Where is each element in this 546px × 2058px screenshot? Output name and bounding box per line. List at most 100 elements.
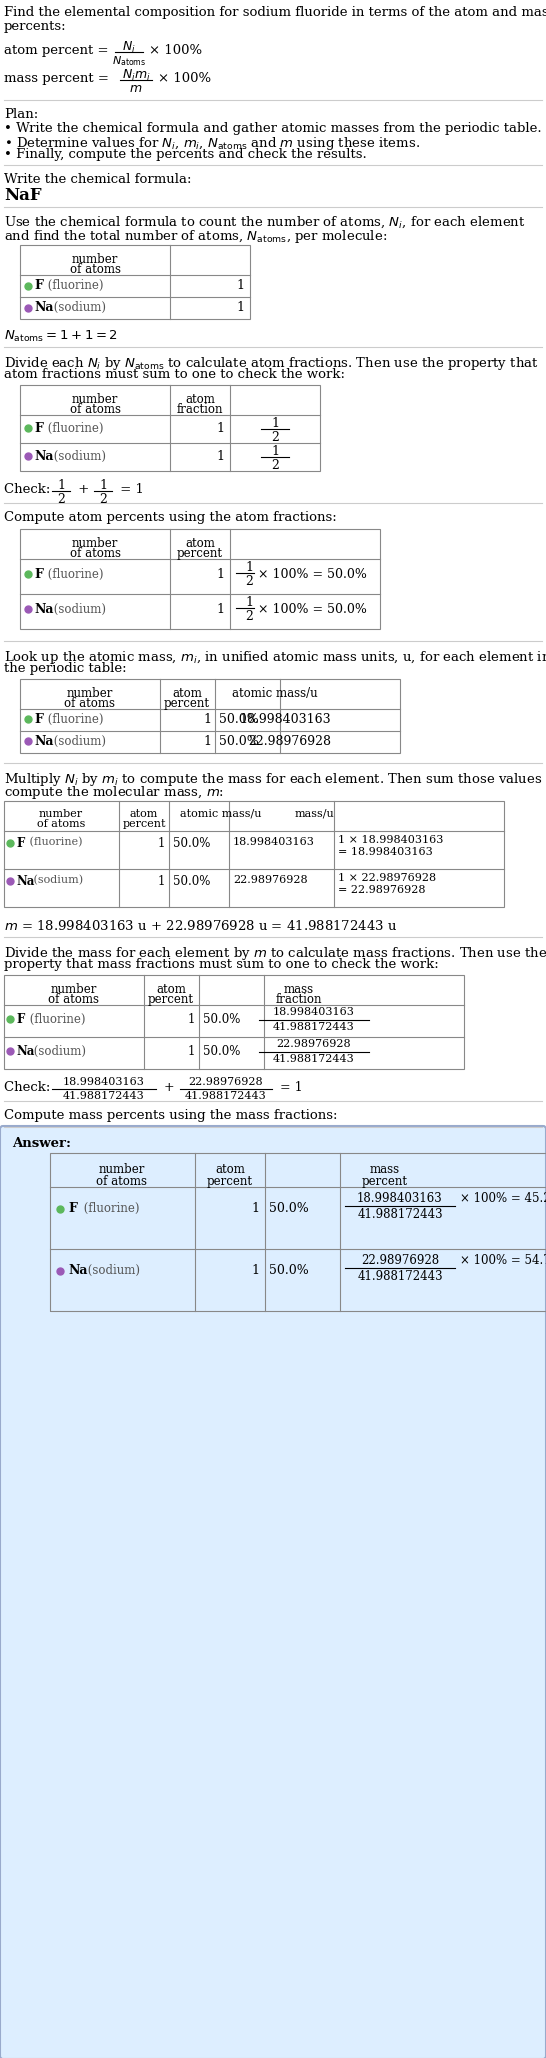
Text: × 100% = 50.0%: × 100% = 50.0% [258,603,367,615]
Text: 1: 1 [158,838,165,850]
Text: 22.98976928: 22.98976928 [277,1039,351,1050]
Text: percent: percent [362,1175,408,1187]
Text: atom: atom [156,984,186,996]
Text: 1: 1 [57,480,65,492]
Text: (fluorine): (fluorine) [80,1202,139,1214]
Text: (fluorine): (fluorine) [44,568,104,580]
Text: number: number [67,687,113,700]
Text: 1 × 18.998403163: 1 × 18.998403163 [338,836,443,846]
Text: of atoms: of atoms [37,819,85,829]
Text: (sodium): (sodium) [30,1045,86,1058]
Text: (fluorine): (fluorine) [44,422,104,434]
Text: mass percent =: mass percent = [4,72,113,84]
Text: Look up the atomic mass, $m_i$, in unified atomic mass units, u, for each elemen: Look up the atomic mass, $m_i$, in unifi… [4,648,546,667]
Text: percent: percent [148,994,194,1006]
Text: percent: percent [122,819,166,829]
Text: Compute atom percents using the atom fractions:: Compute atom percents using the atom fra… [4,510,337,525]
Text: (sodium): (sodium) [50,300,106,315]
Text: F: F [34,568,43,580]
Text: 22.98976928: 22.98976928 [189,1076,263,1087]
Text: 1: 1 [271,445,279,459]
Text: fraction: fraction [177,403,223,416]
Text: 50.0%: 50.0% [219,712,259,726]
Text: Multiply $N_i$ by $m_i$ to compute the mass for each element. Then sum those val: Multiply $N_i$ by $m_i$ to compute the m… [4,772,546,788]
Text: number: number [39,809,83,819]
Text: 50.0%: 50.0% [173,875,210,887]
Text: × 100%: × 100% [158,72,211,84]
Text: 1: 1 [99,480,107,492]
Bar [4,801,504,908]
Text: Na: Na [16,875,34,887]
Text: 1: 1 [245,562,253,574]
Text: percent: percent [207,1175,253,1187]
Text: of atoms: of atoms [64,698,116,710]
Text: 41.988172443: 41.988172443 [357,1208,443,1220]
Text: 50.0%: 50.0% [269,1202,308,1214]
Bar [20,245,250,319]
Text: 2: 2 [99,494,107,506]
Text: 22.98976928: 22.98976928 [361,1253,439,1268]
Text: Na: Na [34,735,54,747]
Text: $N_i$: $N_i$ [122,39,136,56]
Text: F: F [68,1202,77,1214]
Text: number: number [72,253,118,265]
Text: 50.0%: 50.0% [173,838,210,850]
Text: $N_\mathrm{atoms} = 1 + 1 = 2$: $N_\mathrm{atoms} = 1 + 1 = 2$ [4,329,118,344]
Text: (sodium): (sodium) [30,875,83,885]
Text: number: number [72,393,118,405]
Text: (fluorine): (fluorine) [44,712,104,726]
Text: atom: atom [130,809,158,819]
Text: +: + [74,484,93,496]
Text: atom: atom [185,393,215,405]
Text: 41.988172443: 41.988172443 [63,1091,145,1101]
Text: 22.98976928: 22.98976928 [233,875,307,885]
Bar [20,679,400,753]
Text: 1: 1 [236,300,244,315]
Text: atom fractions must sum to one to check the work:: atom fractions must sum to one to check … [4,368,345,381]
Text: property that mass fractions must sum to one to check the work:: property that mass fractions must sum to… [4,959,439,971]
Text: 41.988172443: 41.988172443 [273,1023,355,1031]
Text: $m$: $m$ [129,82,143,95]
Text: 2: 2 [271,430,279,445]
Text: (fluorine): (fluorine) [44,280,104,292]
Text: F: F [34,422,43,434]
Text: Check:: Check: [4,1080,55,1095]
Text: 1: 1 [245,597,253,609]
Text: mass: mass [370,1163,400,1175]
Text: 50.0%: 50.0% [219,735,259,747]
Text: NaF: NaF [4,187,41,204]
Text: atomic mass/u: atomic mass/u [232,687,318,700]
Text: Compute mass percents using the mass fractions:: Compute mass percents using the mass fra… [4,1109,337,1122]
Text: 50.0%: 50.0% [269,1264,308,1278]
Text: 18.998403163: 18.998403163 [63,1076,145,1087]
Text: mass/u: mass/u [294,809,334,819]
Text: (sodium): (sodium) [84,1264,140,1278]
Text: 1: 1 [203,735,211,747]
Text: atom: atom [215,1163,245,1175]
Text: (sodium): (sodium) [50,735,106,747]
Text: (fluorine): (fluorine) [26,838,82,848]
Text: Na: Na [34,300,54,315]
Text: 1: 1 [188,1045,195,1058]
Text: $N_i m_i$: $N_i m_i$ [122,68,150,82]
Text: • Write the chemical formula and gather atomic masses from the periodic table.: • Write the chemical formula and gather … [4,121,542,136]
Text: atom: atom [172,687,202,700]
Text: 1: 1 [236,280,244,292]
Text: × 100% = 50.0%: × 100% = 50.0% [258,568,367,580]
Text: $N_\mathrm{atoms}$: $N_\mathrm{atoms}$ [112,54,146,68]
Text: percents:: percents: [4,21,67,33]
Bar [4,975,464,1068]
Text: 18.998403163: 18.998403163 [233,838,315,848]
Text: 1: 1 [203,712,211,726]
Text: percent: percent [164,698,210,710]
Text: = 22.98976928: = 22.98976928 [338,885,425,895]
Text: × 100% = 54.75%: × 100% = 54.75% [460,1253,546,1268]
Text: 41.988172443: 41.988172443 [357,1270,443,1282]
Text: Check:: Check: [4,484,55,496]
Text: of atoms: of atoms [69,547,121,560]
Text: = 1: = 1 [116,484,144,496]
Text: 1: 1 [216,568,224,580]
Text: = 1: = 1 [276,1080,302,1095]
Text: 18.998403163: 18.998403163 [239,712,331,726]
Text: Answer:: Answer: [12,1136,71,1150]
